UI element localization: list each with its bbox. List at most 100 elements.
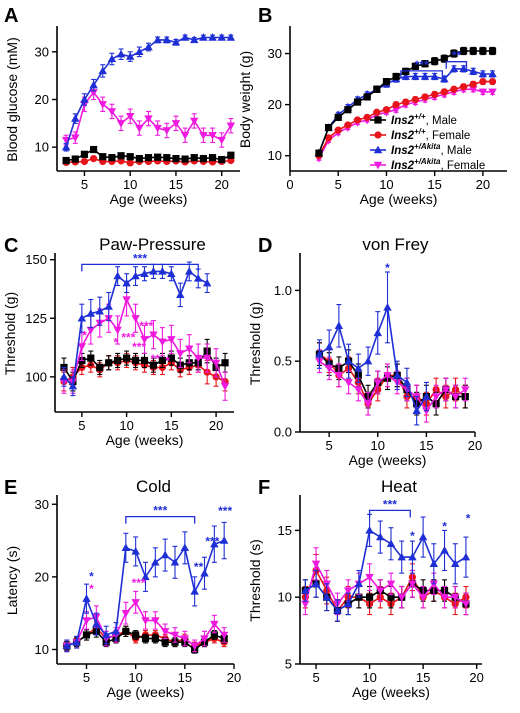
- y-tick-label: 150: [25, 252, 47, 267]
- data-point: [151, 634, 159, 643]
- x-tick-label: 5: [83, 670, 90, 685]
- y-tick-label: 10: [278, 590, 292, 605]
- data-point: [126, 159, 134, 167]
- x-axis-label: Age (weeks): [352, 684, 430, 700]
- data-point: [373, 328, 382, 337]
- data-point: [190, 642, 199, 651]
- data-point: [451, 594, 460, 602]
- data-point: [218, 155, 226, 164]
- series-male_akita: [301, 513, 471, 622]
- data-point: [95, 306, 104, 315]
- data-point: [431, 90, 439, 98]
- legend-sex: , Male: [440, 145, 471, 157]
- data-point: [163, 154, 171, 162]
- x-axis-label: Age (weeks): [349, 452, 427, 468]
- series-male_akita: [314, 64, 497, 157]
- significance-label: *: [466, 511, 471, 525]
- data-point: [220, 383, 230, 391]
- significance-label: **: [194, 560, 204, 574]
- data-point: [363, 113, 371, 121]
- x-axis-label: Age (weeks): [106, 432, 184, 448]
- data-point: [82, 617, 91, 625]
- data-point: [421, 93, 429, 101]
- data-point: [397, 594, 406, 602]
- data-point: [154, 153, 162, 161]
- x-tick-label: 5: [312, 670, 319, 685]
- data-point: [219, 631, 229, 640]
- data-point: [408, 552, 417, 561]
- series-male_akita: [62, 521, 229, 653]
- y-axis-label: Threshold (g): [247, 302, 263, 385]
- data-point: [131, 547, 140, 555]
- series-male_akita: [59, 261, 212, 397]
- panel-letter: C: [4, 235, 18, 257]
- significance-label: ***: [133, 251, 147, 265]
- data-point: [353, 98, 362, 106]
- data-point: [440, 594, 449, 602]
- y-axis-label: Blood glucose (mM): [4, 37, 20, 162]
- data-point: [208, 132, 217, 140]
- data-point: [199, 132, 208, 140]
- data-point: [217, 33, 226, 41]
- data-point: [86, 326, 95, 335]
- data-point: [386, 539, 396, 547]
- data-point: [135, 47, 144, 56]
- data-point: [210, 539, 219, 548]
- significance-label: *: [385, 261, 390, 275]
- data-point: [172, 155, 180, 163]
- data-point: [311, 579, 321, 588]
- y-tick-label: 1.0: [274, 283, 292, 298]
- data-point: [126, 52, 135, 60]
- data-point: [122, 278, 131, 287]
- data-point: [363, 400, 373, 409]
- data-point: [344, 379, 353, 387]
- data-point: [217, 136, 226, 145]
- legend-gene: Ins2: [391, 160, 415, 172]
- data-point: [126, 153, 134, 161]
- legend-label: Ins2+/+, Male: [391, 112, 457, 127]
- legend-sex: , Female: [426, 130, 471, 142]
- data-point: [167, 354, 175, 362]
- data-point: [210, 620, 219, 629]
- data-point: [365, 526, 374, 534]
- data-point: [141, 634, 150, 643]
- data-point: [77, 313, 87, 322]
- data-point: [411, 72, 420, 80]
- series-female_akita: [301, 547, 471, 616]
- data-point: [202, 354, 212, 363]
- panel-a: A 5 10 15 20 10 20 30 Age (weeks) Blood glucose (…: [4, 5, 240, 207]
- y-axis-label: Threshold (s): [247, 539, 263, 621]
- panel-letter: B: [258, 5, 272, 27]
- data-point: [376, 532, 385, 541]
- data-point: [96, 363, 104, 372]
- data-point: [89, 80, 98, 89]
- data-point: [170, 557, 180, 566]
- data-point: [324, 123, 333, 132]
- data-point: [101, 630, 111, 639]
- x-tick-label: 15: [164, 418, 178, 433]
- data-point: [391, 106, 401, 115]
- data-point: [62, 156, 70, 165]
- legend-marker: [374, 131, 382, 139]
- data-point: [80, 157, 89, 166]
- data-point: [392, 101, 400, 109]
- data-point: [387, 593, 395, 601]
- legend-marker: [373, 145, 383, 154]
- data-point: [315, 149, 323, 157]
- significance-label: **: [452, 49, 462, 63]
- legend-label: Ins2+/Akita, Male: [391, 142, 472, 157]
- data-point: [365, 593, 374, 601]
- data-point: [98, 66, 107, 75]
- data-point: [354, 363, 363, 372]
- legend-gene: Ins2: [391, 130, 415, 142]
- data-point: [71, 155, 79, 163]
- x-tick-label: 20: [209, 418, 223, 433]
- y-tick-label: 30: [268, 46, 282, 61]
- data-point: [135, 124, 144, 133]
- data-point: [392, 72, 400, 81]
- data-point: [365, 573, 374, 582]
- data-point: [105, 359, 113, 367]
- data-point: [412, 406, 421, 414]
- data-point: [441, 386, 451, 394]
- data-point: [200, 568, 209, 577]
